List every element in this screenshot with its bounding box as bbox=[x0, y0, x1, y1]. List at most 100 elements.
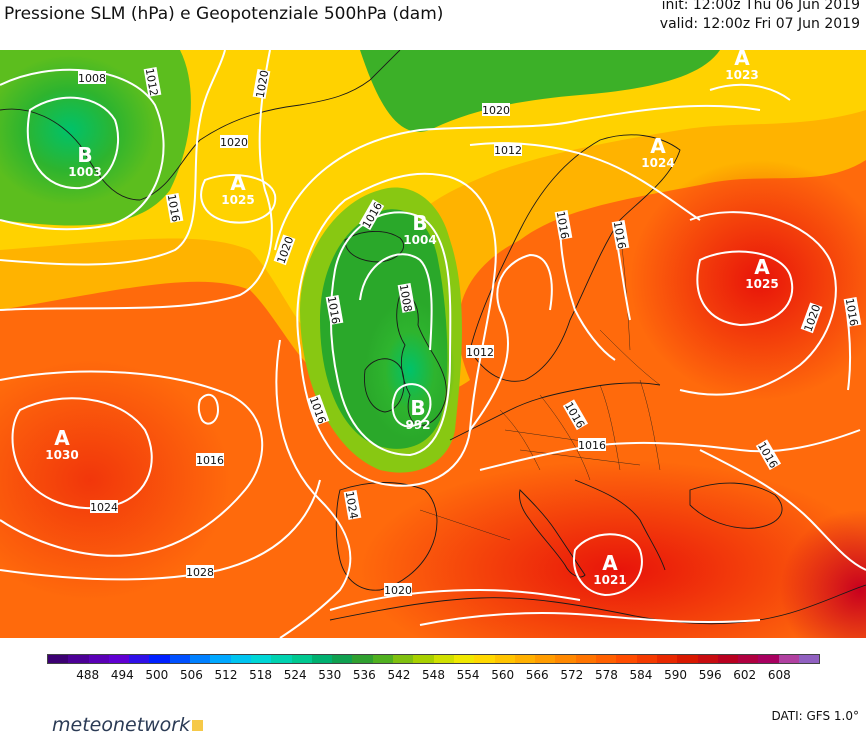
pressure-centre-type: B bbox=[410, 396, 425, 420]
colorbar-tick-label: 578 bbox=[594, 668, 618, 682]
isobar-label-bg bbox=[554, 209, 573, 240]
colorbar-tick-label: 584 bbox=[629, 668, 653, 682]
colorbar-swatch bbox=[68, 655, 89, 663]
colorbar-swatch bbox=[311, 655, 333, 663]
coast-scandinavia bbox=[469, 134, 681, 382]
isobar-1024-south bbox=[0, 479, 321, 581]
isobar-1016-east bbox=[699, 449, 866, 571]
isobar-trough-1016 bbox=[296, 172, 497, 487]
isobar-label-text: 1012 bbox=[466, 346, 494, 359]
isobar-label: 1016 bbox=[611, 219, 630, 250]
isobar-trough-1008 bbox=[359, 253, 433, 351]
isobar-greenland-low-2 bbox=[0, 68, 165, 231]
isobar-label: 1016 bbox=[165, 192, 184, 223]
isobar-label-text: 1012 bbox=[494, 144, 522, 157]
isobar-1016-south-med bbox=[419, 612, 761, 626]
isobar-label-text: 1016 bbox=[196, 454, 224, 467]
weather-map: 1008 1012 1020 1020 1016 1020 1016 1020 1012 1016… bbox=[0, 50, 866, 638]
colorbar-swatch bbox=[230, 655, 251, 663]
pressure-centre-value: 1024 bbox=[641, 156, 674, 170]
isobar-russia-high bbox=[696, 250, 793, 327]
isobar-label: 1016 bbox=[843, 296, 862, 327]
colorbar-swatch bbox=[616, 655, 637, 663]
isobar-north-russia bbox=[709, 83, 791, 101]
colorbar-tick-label: 596 bbox=[698, 668, 722, 682]
colorbar-swatch bbox=[413, 655, 434, 663]
isobar-label-bg bbox=[611, 219, 630, 250]
isobar-label-bg bbox=[78, 71, 106, 84]
colorbar-swatch bbox=[271, 655, 292, 663]
isobar-1020-south bbox=[275, 339, 352, 638]
pressure-centre-value: 1025 bbox=[221, 193, 254, 207]
coast-iceland bbox=[344, 231, 405, 263]
init-time: init: 12:00z Thu 06 Jun 2019 bbox=[661, 0, 860, 13]
colorbar-swatch bbox=[190, 655, 211, 663]
colorbar-swatch bbox=[352, 655, 373, 663]
field-hot-east bbox=[780, 510, 866, 638]
isobar-label-bg bbox=[252, 68, 271, 99]
colorbar-swatch bbox=[372, 655, 394, 663]
isobar-greenland-high bbox=[200, 174, 277, 224]
isobar-label: 1028 bbox=[186, 565, 214, 579]
isobar-label-bg bbox=[843, 296, 862, 327]
isobar-label: 1012 bbox=[466, 345, 494, 359]
isobar-label-bg bbox=[482, 103, 510, 116]
pressure-centre-value: 1003 bbox=[68, 165, 101, 179]
pressure-centre-type: A bbox=[734, 50, 750, 70]
field-north-green bbox=[360, 50, 720, 132]
colorbar-tick-label: 524 bbox=[283, 668, 307, 682]
border-4 bbox=[639, 379, 661, 471]
colorbar-swatch bbox=[636, 655, 657, 663]
isobar-label-bg bbox=[325, 294, 344, 325]
colorbar-swatch bbox=[210, 655, 231, 663]
colorbar-swatch bbox=[798, 655, 820, 663]
isobar-label-text: 1024 bbox=[343, 490, 361, 520]
isobar-label: 1020 bbox=[220, 135, 248, 149]
isobar-label-text: 1008 bbox=[78, 72, 106, 85]
isobar-label-text: 1020 bbox=[482, 104, 510, 117]
colorbar-swatch bbox=[453, 655, 475, 663]
colorbar bbox=[47, 654, 820, 664]
pressure-centre-type: B bbox=[77, 143, 92, 167]
colorbar-tick-label: 530 bbox=[318, 668, 342, 682]
field-greenland-low-core bbox=[0, 55, 155, 205]
isobar-label-bg bbox=[397, 282, 416, 313]
isobar-label: 1012 bbox=[143, 66, 162, 97]
isobar-label-bg bbox=[494, 143, 522, 156]
isobar-trough-1012 bbox=[329, 211, 452, 457]
colorbar-swatch bbox=[738, 655, 759, 663]
isobar-label-text: 1016 bbox=[578, 439, 606, 452]
isobar-1020-west bbox=[0, 50, 273, 311]
colorbar-swatch bbox=[596, 655, 617, 663]
pressure-centre-value: 1021 bbox=[593, 573, 626, 587]
isobar-label-bg bbox=[307, 394, 330, 426]
pressure-centre-type: A bbox=[650, 134, 666, 158]
isobar-label: 1016 bbox=[578, 438, 606, 452]
isobar-russia-1020 bbox=[679, 211, 837, 396]
pressure-centre-type: A bbox=[754, 255, 770, 279]
isobar-label-text: 1016 bbox=[611, 220, 629, 250]
logo-text: meteonetwork bbox=[52, 714, 191, 736]
coast-balkans bbox=[574, 479, 666, 571]
colorbar-tick-label: 572 bbox=[560, 668, 584, 682]
isobar-label-bg bbox=[755, 439, 782, 471]
colorbar-swatch bbox=[129, 655, 150, 663]
isobar-label-text: 1016 bbox=[843, 297, 861, 327]
border-5 bbox=[519, 449, 641, 466]
isobar-label-bg bbox=[800, 302, 823, 334]
isobar-small-ring bbox=[197, 393, 220, 425]
colorbar-swatch bbox=[758, 655, 779, 663]
coast-italy bbox=[519, 489, 586, 578]
isobar-label: 1020 bbox=[384, 583, 412, 597]
isobar-label-bg bbox=[90, 500, 118, 513]
isobar-label-bg bbox=[196, 453, 224, 466]
colorbar-swatch bbox=[717, 655, 739, 663]
isobar-med-high bbox=[573, 533, 643, 597]
pressure-centre-type: A bbox=[602, 551, 618, 575]
colorbar-tick-label: 590 bbox=[664, 668, 688, 682]
isobar-label-bg bbox=[384, 583, 412, 596]
